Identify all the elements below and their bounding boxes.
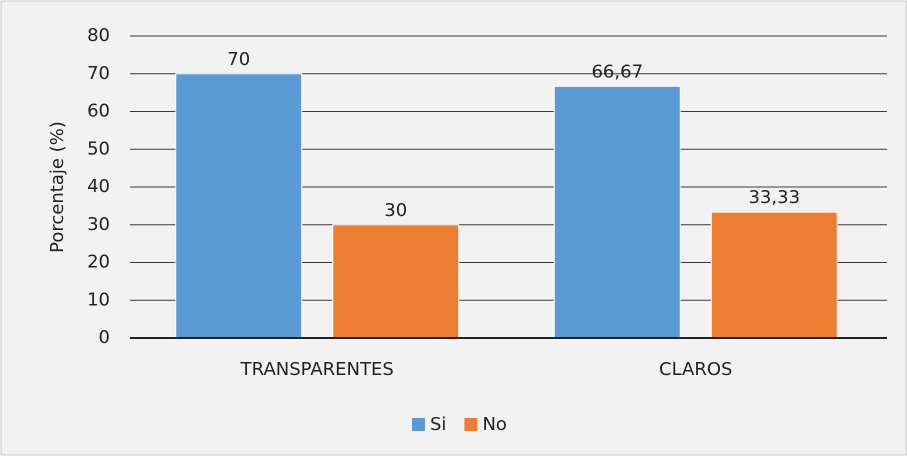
data-label: 70: [227, 49, 250, 70]
y-tick-label: 60: [87, 101, 110, 122]
data-label: 66,67: [591, 61, 643, 82]
y-tick-label: 50: [87, 138, 110, 159]
y-tick-label: 10: [87, 289, 110, 310]
y-axis-label: Porcentaje (%): [47, 121, 68, 253]
bar: [332, 224, 460, 339]
legend-swatch: [464, 418, 478, 431]
y-tick-label: 0: [99, 327, 110, 348]
y-tick-label: 30: [87, 214, 110, 235]
legend-label: No: [482, 414, 506, 435]
legend-label: Si: [430, 414, 446, 435]
y-tick-label: 20: [87, 252, 110, 273]
data-label: 30: [384, 200, 407, 221]
y-tick-label: 40: [87, 176, 110, 197]
bar: [553, 85, 681, 339]
legend-swatch: [412, 418, 425, 431]
x-tick-label: CLAROS: [659, 359, 732, 380]
y-tick-label: 70: [87, 63, 110, 84]
bar: [175, 73, 303, 339]
data-label: 33,33: [748, 187, 800, 208]
x-tick-label: TRANSPARENTES: [240, 359, 394, 380]
bar: [710, 211, 838, 339]
y-tick-label: 80: [87, 25, 110, 46]
